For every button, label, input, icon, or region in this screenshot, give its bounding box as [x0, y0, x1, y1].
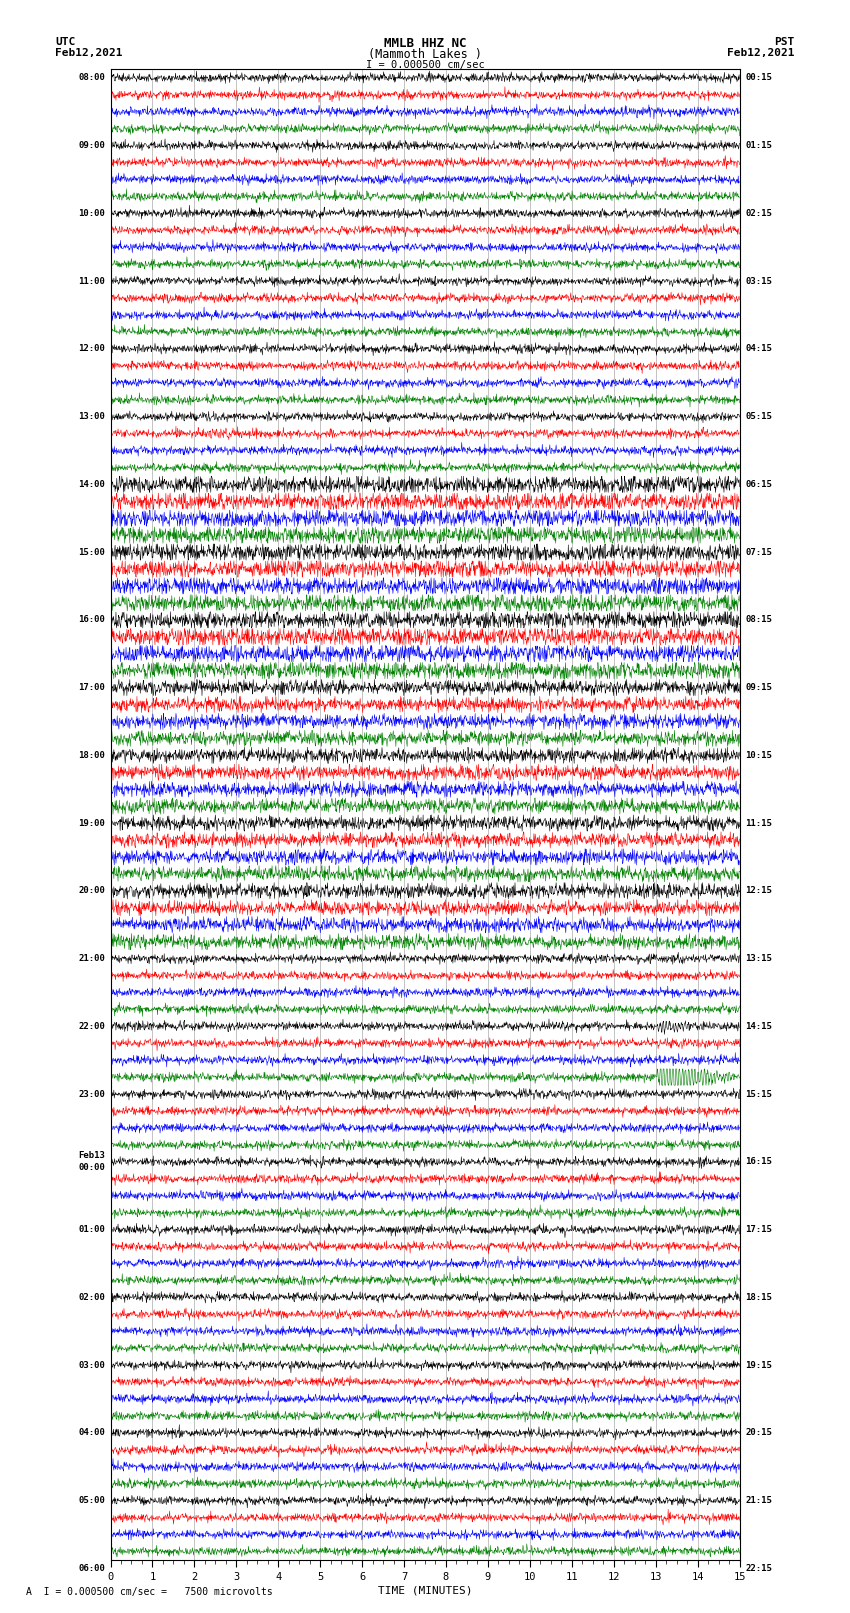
- Text: 11:00: 11:00: [78, 276, 105, 286]
- X-axis label: TIME (MINUTES): TIME (MINUTES): [377, 1586, 473, 1595]
- Text: 19:15: 19:15: [745, 1360, 772, 1369]
- Text: 14:00: 14:00: [78, 479, 105, 489]
- Text: (Mammoth Lakes ): (Mammoth Lakes ): [368, 48, 482, 61]
- Text: Feb12,2021: Feb12,2021: [55, 48, 122, 58]
- Text: 13:15: 13:15: [745, 953, 772, 963]
- Text: 19:00: 19:00: [78, 818, 105, 827]
- Text: 22:00: 22:00: [78, 1021, 105, 1031]
- Text: 08:15: 08:15: [745, 615, 772, 624]
- Text: 07:15: 07:15: [745, 547, 772, 556]
- Text: 09:00: 09:00: [78, 140, 105, 150]
- Text: 12:15: 12:15: [745, 886, 772, 895]
- Text: 11:15: 11:15: [745, 818, 772, 827]
- Text: 16:15: 16:15: [745, 1157, 772, 1166]
- Text: 10:00: 10:00: [78, 208, 105, 218]
- Text: 06:15: 06:15: [745, 479, 772, 489]
- Text: 18:15: 18:15: [745, 1292, 772, 1302]
- Text: 15:15: 15:15: [745, 1089, 772, 1098]
- Text: 13:00: 13:00: [78, 411, 105, 421]
- Text: 00:00: 00:00: [78, 1163, 105, 1173]
- Text: 17:15: 17:15: [745, 1224, 772, 1234]
- Text: 03:00: 03:00: [78, 1360, 105, 1369]
- Text: 09:15: 09:15: [745, 682, 772, 692]
- Text: 22:15: 22:15: [745, 1563, 772, 1573]
- Text: 05:00: 05:00: [78, 1495, 105, 1505]
- Text: 02:00: 02:00: [78, 1292, 105, 1302]
- Text: 05:15: 05:15: [745, 411, 772, 421]
- Text: 23:00: 23:00: [78, 1089, 105, 1098]
- Text: PST: PST: [774, 37, 795, 47]
- Text: 01:15: 01:15: [745, 140, 772, 150]
- Text: 04:15: 04:15: [745, 344, 772, 353]
- Text: A  I = 0.000500 cm/sec =   7500 microvolts: A I = 0.000500 cm/sec = 7500 microvolts: [26, 1587, 272, 1597]
- Text: 21:00: 21:00: [78, 953, 105, 963]
- Text: 14:15: 14:15: [745, 1021, 772, 1031]
- Text: 02:15: 02:15: [745, 208, 772, 218]
- Text: 12:00: 12:00: [78, 344, 105, 353]
- Text: I = 0.000500 cm/sec: I = 0.000500 cm/sec: [366, 60, 484, 69]
- Text: 17:00: 17:00: [78, 682, 105, 692]
- Text: 15:00: 15:00: [78, 547, 105, 556]
- Text: 20:00: 20:00: [78, 886, 105, 895]
- Text: 00:15: 00:15: [745, 73, 772, 82]
- Text: 04:00: 04:00: [78, 1428, 105, 1437]
- Text: 21:15: 21:15: [745, 1495, 772, 1505]
- Text: 20:15: 20:15: [745, 1428, 772, 1437]
- Text: 01:00: 01:00: [78, 1224, 105, 1234]
- Text: 06:00: 06:00: [78, 1563, 105, 1573]
- Text: MMLB HHZ NC: MMLB HHZ NC: [383, 37, 467, 50]
- Text: 03:15: 03:15: [745, 276, 772, 286]
- Text: 16:00: 16:00: [78, 615, 105, 624]
- Text: 08:00: 08:00: [78, 73, 105, 82]
- Text: 10:15: 10:15: [745, 750, 772, 760]
- Text: Feb12,2021: Feb12,2021: [728, 48, 795, 58]
- Text: UTC: UTC: [55, 37, 76, 47]
- Text: Feb13: Feb13: [78, 1152, 105, 1160]
- Text: 18:00: 18:00: [78, 750, 105, 760]
